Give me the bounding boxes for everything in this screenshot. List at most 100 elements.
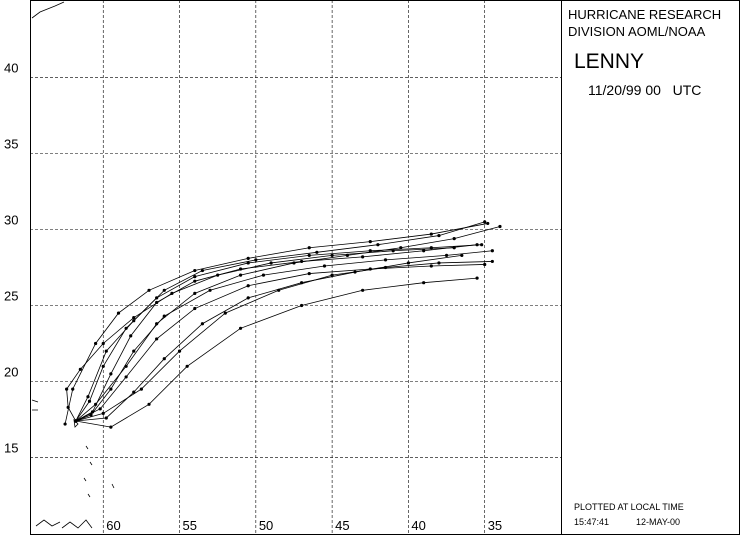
track-point [399, 246, 403, 250]
track-point [246, 256, 250, 260]
track-point [353, 270, 357, 274]
y-tick-label: 25 [4, 288, 18, 303]
track-point [129, 334, 133, 338]
track-point [155, 296, 159, 300]
track-point [185, 364, 189, 368]
track-point [193, 306, 197, 311]
track-point [193, 279, 197, 283]
track [75, 264, 485, 422]
track-point [86, 395, 90, 399]
track-point [300, 281, 304, 285]
track-point [66, 405, 70, 409]
track-point [460, 253, 464, 257]
track-point [307, 271, 311, 276]
track-point [177, 349, 182, 353]
track-point [361, 255, 365, 259]
track [64, 223, 488, 425]
track-point [368, 240, 372, 244]
island [73, 418, 115, 498]
track-point [98, 407, 102, 411]
track-point [269, 261, 273, 265]
island [31, 399, 39, 411]
track-point [155, 337, 159, 341]
track-point [147, 402, 151, 406]
track-point [437, 233, 441, 238]
track-point [246, 284, 250, 288]
x-tick-label: 50 [259, 518, 273, 533]
track-point [101, 411, 105, 416]
x-tick-label: 40 [411, 518, 425, 533]
track-point [132, 390, 136, 394]
track-point [480, 243, 484, 247]
x-tick-label: 45 [335, 518, 349, 533]
track-point [238, 273, 243, 277]
track-point [162, 357, 166, 361]
track-point [104, 349, 108, 353]
track-point [246, 261, 250, 265]
x-tick-label: 60 [106, 518, 120, 533]
track-point [193, 268, 197, 273]
track-point [307, 246, 311, 250]
track-point [383, 258, 388, 262]
track-point [452, 237, 456, 241]
track-point [486, 221, 490, 226]
track-point [490, 249, 494, 253]
footer-note: PLOTTED AT LOCAL TIME [574, 502, 684, 512]
track-point [63, 422, 67, 426]
track-point [292, 261, 296, 265]
track [66, 247, 455, 422]
track [75, 250, 493, 422]
track-point [429, 264, 433, 268]
footer-time: 15:47:41 [574, 517, 609, 527]
track-point [193, 291, 197, 295]
track-point [200, 268, 205, 273]
x-tick-label: 55 [183, 518, 197, 533]
track-point [307, 253, 311, 257]
track-point [78, 367, 82, 371]
track-point [422, 249, 426, 253]
date-time: 11/20/99 00 UTC [588, 82, 701, 98]
plot-frame [30, 0, 562, 535]
track-point [330, 273, 334, 277]
track-point [498, 224, 502, 229]
track-point [429, 232, 433, 236]
track [75, 244, 482, 422]
track-point [315, 250, 319, 254]
info-panel [561, 0, 740, 535]
track-point [109, 425, 113, 429]
track-point [444, 253, 449, 257]
y-tick-label: 40 [4, 61, 18, 76]
track-point [483, 220, 487, 224]
track-point [406, 261, 411, 265]
x-tick-label: 35 [488, 518, 502, 533]
track-point [162, 288, 166, 292]
track-point [422, 281, 426, 285]
track-point [261, 273, 266, 277]
track-point [223, 311, 227, 315]
track-point [132, 316, 136, 320]
track-point [376, 243, 380, 247]
track [75, 261, 493, 422]
track-point [94, 341, 98, 346]
track-point [483, 262, 487, 267]
y-tick-label: 35 [4, 137, 18, 152]
header-line: DIVISION AOML/NOAA [568, 24, 706, 39]
track-point [109, 387, 113, 391]
track-point [87, 399, 92, 403]
header-line: HURRICANE RESEARCH [568, 7, 721, 22]
track-point [101, 364, 105, 368]
track-point [475, 276, 479, 280]
footer-date: 12-MAY-00 [636, 517, 680, 527]
track-point [124, 326, 128, 330]
track-point [208, 288, 212, 292]
track-point [162, 314, 166, 318]
track-point [300, 303, 304, 308]
y-tick-label: 20 [4, 364, 18, 379]
track-point [147, 288, 151, 292]
coastlines [31, 1, 115, 529]
track-point [101, 341, 105, 346]
track-point [109, 372, 113, 376]
track-point [200, 322, 205, 326]
track-point [361, 288, 365, 292]
